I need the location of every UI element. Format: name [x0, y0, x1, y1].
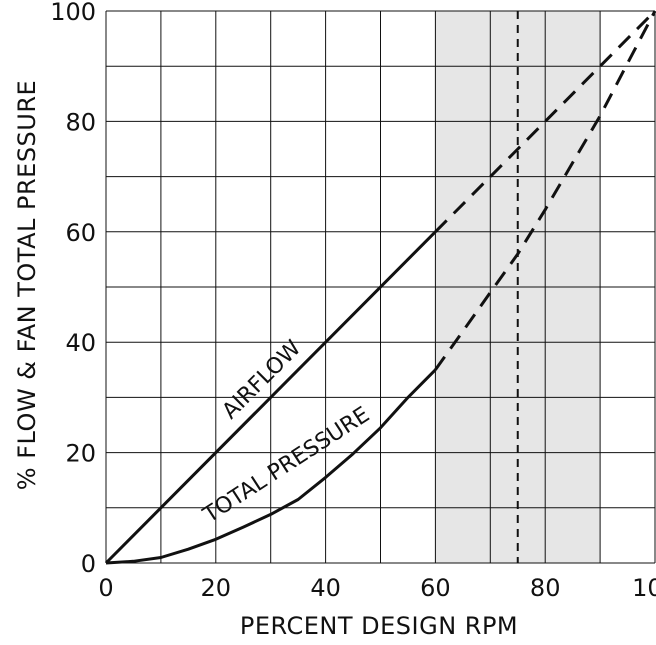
- x-tick-label: 60: [420, 574, 451, 602]
- airflow-line-dashed: [434, 9, 656, 233]
- y-tick-label: 60: [65, 219, 96, 247]
- airflow-line-solid: [104, 230, 437, 565]
- y-tick-label: 100: [50, 0, 96, 26]
- y-axis-title: % FLOW & FAN TOTAL PRESSURE: [13, 80, 41, 490]
- y-tick-labels: 0 20 40 60 80 100: [50, 0, 96, 578]
- y-tick-label: 0: [81, 550, 96, 578]
- x-tick-label: 0: [98, 574, 113, 602]
- total-pressure-series-label: TOTAL PRESSURE: [198, 402, 374, 528]
- x-tick-label: 80: [530, 574, 561, 602]
- y-tick-label: 80: [65, 108, 96, 136]
- y-tick-label: 20: [65, 440, 96, 468]
- total-pressure-line-solid: [105, 368, 437, 565]
- x-tick-label: 20: [201, 574, 232, 602]
- total-pressure-line-dashed: [434, 10, 656, 371]
- airflow-series-label: AIRFLOW: [218, 336, 307, 425]
- x-axis-title: PERCENT DESIGN RPM: [240, 612, 518, 640]
- series-group: [104, 9, 656, 565]
- x-tick-label: 100: [632, 574, 656, 602]
- x-tick-label: 40: [310, 574, 341, 602]
- x-tick-labels: 0 20 40 60 80 100: [98, 574, 656, 602]
- y-tick-label: 40: [65, 329, 96, 357]
- grid: [105, 10, 656, 564]
